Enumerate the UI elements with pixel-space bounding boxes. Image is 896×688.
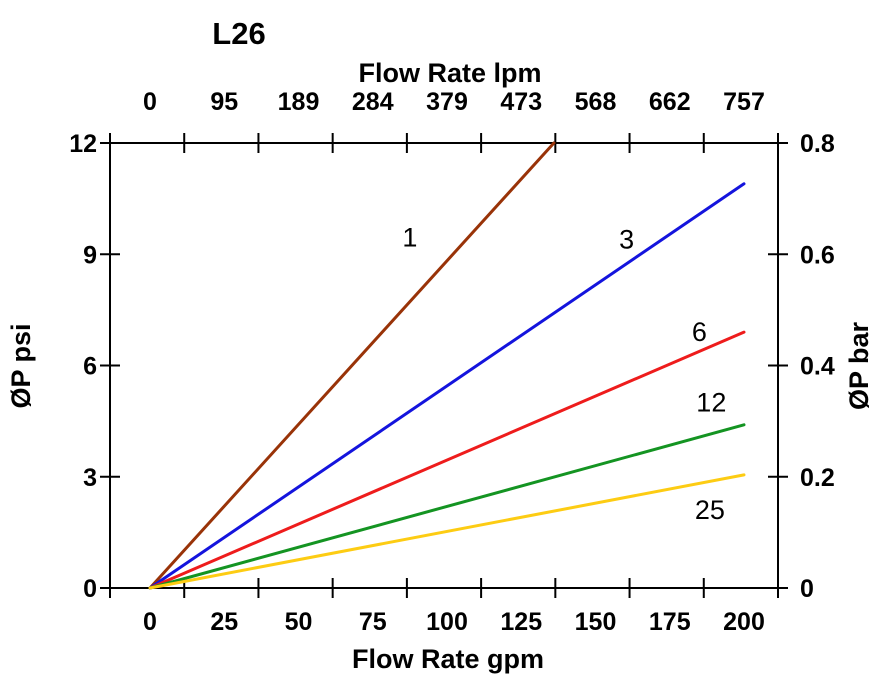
- left-tick-label: 9: [83, 241, 97, 269]
- chart-title: L26: [212, 16, 265, 51]
- curve-label-6: 6: [692, 317, 707, 347]
- bottom-tick-label: 150: [575, 608, 617, 636]
- bottom-tick-label: 175: [649, 608, 691, 636]
- top-tick-label: 379: [426, 88, 468, 116]
- curve-25: [148, 473, 746, 590]
- curve-6: [148, 330, 746, 590]
- curve-12: [148, 423, 746, 590]
- left-tick-labels: 0 3 6 9 12: [69, 130, 97, 603]
- right-axis-title: ØP bar: [844, 321, 874, 410]
- bottom-tick-label: 200: [723, 608, 765, 636]
- bottom-axis-title: Flow Rate gpm: [352, 644, 544, 674]
- top-tick-label: 568: [575, 88, 617, 116]
- right-tick-labels: 0 0.2 0.4 0.6 0.8: [800, 130, 835, 603]
- top-tick-label: 473: [500, 88, 542, 116]
- curve-labels: 1 3 6 12 25: [402, 223, 726, 526]
- left-tick-label: 0: [83, 575, 97, 603]
- right-tick-label: 0.6: [800, 241, 835, 269]
- left-tick-label: 6: [83, 353, 97, 381]
- bottom-tick-labels: 0 25 50 75 100 125 150 175 200: [143, 608, 765, 636]
- right-tick-label: 0.2: [800, 464, 835, 492]
- right-tick-label: 0.8: [800, 130, 835, 158]
- bottom-tick-label: 100: [426, 608, 468, 636]
- curve-label-12: 12: [696, 388, 726, 418]
- right-tick-label: 0.4: [800, 353, 835, 381]
- bottom-tick-label: 75: [359, 608, 387, 636]
- curve-label-25: 25: [695, 495, 725, 525]
- left-axis-title: ØP psi: [6, 323, 36, 408]
- bottom-tick-label: 125: [500, 608, 542, 636]
- bottom-tick-label: 0: [143, 608, 157, 636]
- curve-label-3: 3: [619, 224, 634, 254]
- top-tick-label: 189: [278, 88, 320, 116]
- top-tick-label: 662: [649, 88, 691, 116]
- top-axis-title: Flow Rate lpm: [358, 58, 541, 88]
- left-tick-label: 3: [83, 464, 97, 492]
- right-tick-label: 0: [800, 575, 814, 603]
- bottom-tick-label: 50: [285, 608, 313, 636]
- top-tick-labels: 0 95 189 284 379 473 568 662 757: [143, 88, 765, 116]
- curve-3: [148, 182, 746, 590]
- top-tick-label: 757: [723, 88, 765, 116]
- curve-label-1: 1: [402, 223, 417, 253]
- left-tick-label: 12: [69, 130, 97, 158]
- top-tick-label: 95: [210, 88, 238, 116]
- curve-1: [148, 141, 556, 590]
- curve-series: [148, 141, 746, 590]
- top-tick-label: 284: [352, 88, 394, 116]
- top-tick-label: 0: [143, 88, 157, 116]
- bottom-tick-label: 25: [210, 608, 238, 636]
